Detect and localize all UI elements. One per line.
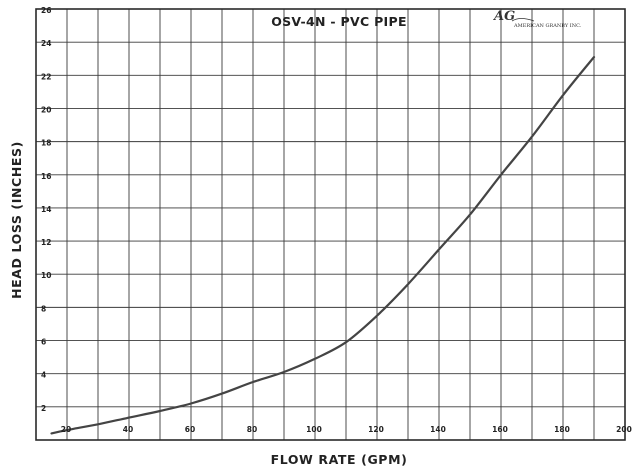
y-tick-label: 26: [41, 6, 51, 15]
y-tick-label: 20: [41, 105, 51, 114]
y-tick-label: 16: [41, 172, 51, 181]
y-tick-label: 4: [41, 371, 46, 380]
y-tick-label: 14: [41, 205, 51, 214]
x-tick-label: 80: [247, 425, 257, 434]
x-tick-label: 100: [306, 425, 322, 434]
y-tick-label: 8: [41, 304, 46, 313]
y-tick-label: 24: [41, 39, 51, 48]
y-tick-label: 18: [41, 139, 51, 148]
logo-text: AMERICAN GRANBY INC.: [513, 23, 582, 29]
x-tick-label: 200: [616, 425, 632, 434]
x-tick-label: 120: [368, 425, 384, 434]
y-tick-label: 6: [41, 338, 46, 347]
x-tick-label: 20: [61, 425, 71, 434]
y-tick-label: 12: [41, 238, 51, 247]
series-curve-group: [50, 56, 596, 435]
x-tick-label: 140: [430, 425, 446, 434]
y-tick-label: 10: [41, 271, 51, 280]
chart-title: OSV-4N - PVC PIPE: [271, 14, 407, 29]
brand-logo: AG AMERICAN GRANBY INC.: [492, 9, 582, 29]
x-tick-label: 160: [492, 425, 508, 434]
svg-text:AG: AG: [492, 9, 515, 24]
y-tick-label: 22: [41, 72, 51, 81]
tick-labels: 20 40 60 80 100 120 140 160 180 20024681012141618…: [41, 6, 632, 434]
x-axis-label: FLOW RATE (GPM): [271, 452, 408, 467]
plot-frame: [35, 8, 626, 441]
head-loss-curve: [50, 56, 596, 435]
y-axis-label: HEAD LOSS (INCHES): [9, 141, 24, 299]
x-tick-label: 180: [554, 425, 570, 434]
x-tick-label: 60: [185, 425, 195, 434]
y-tick-label: 2: [41, 404, 46, 413]
grid: [36, 8, 625, 440]
x-tick-label: 40: [123, 425, 133, 434]
